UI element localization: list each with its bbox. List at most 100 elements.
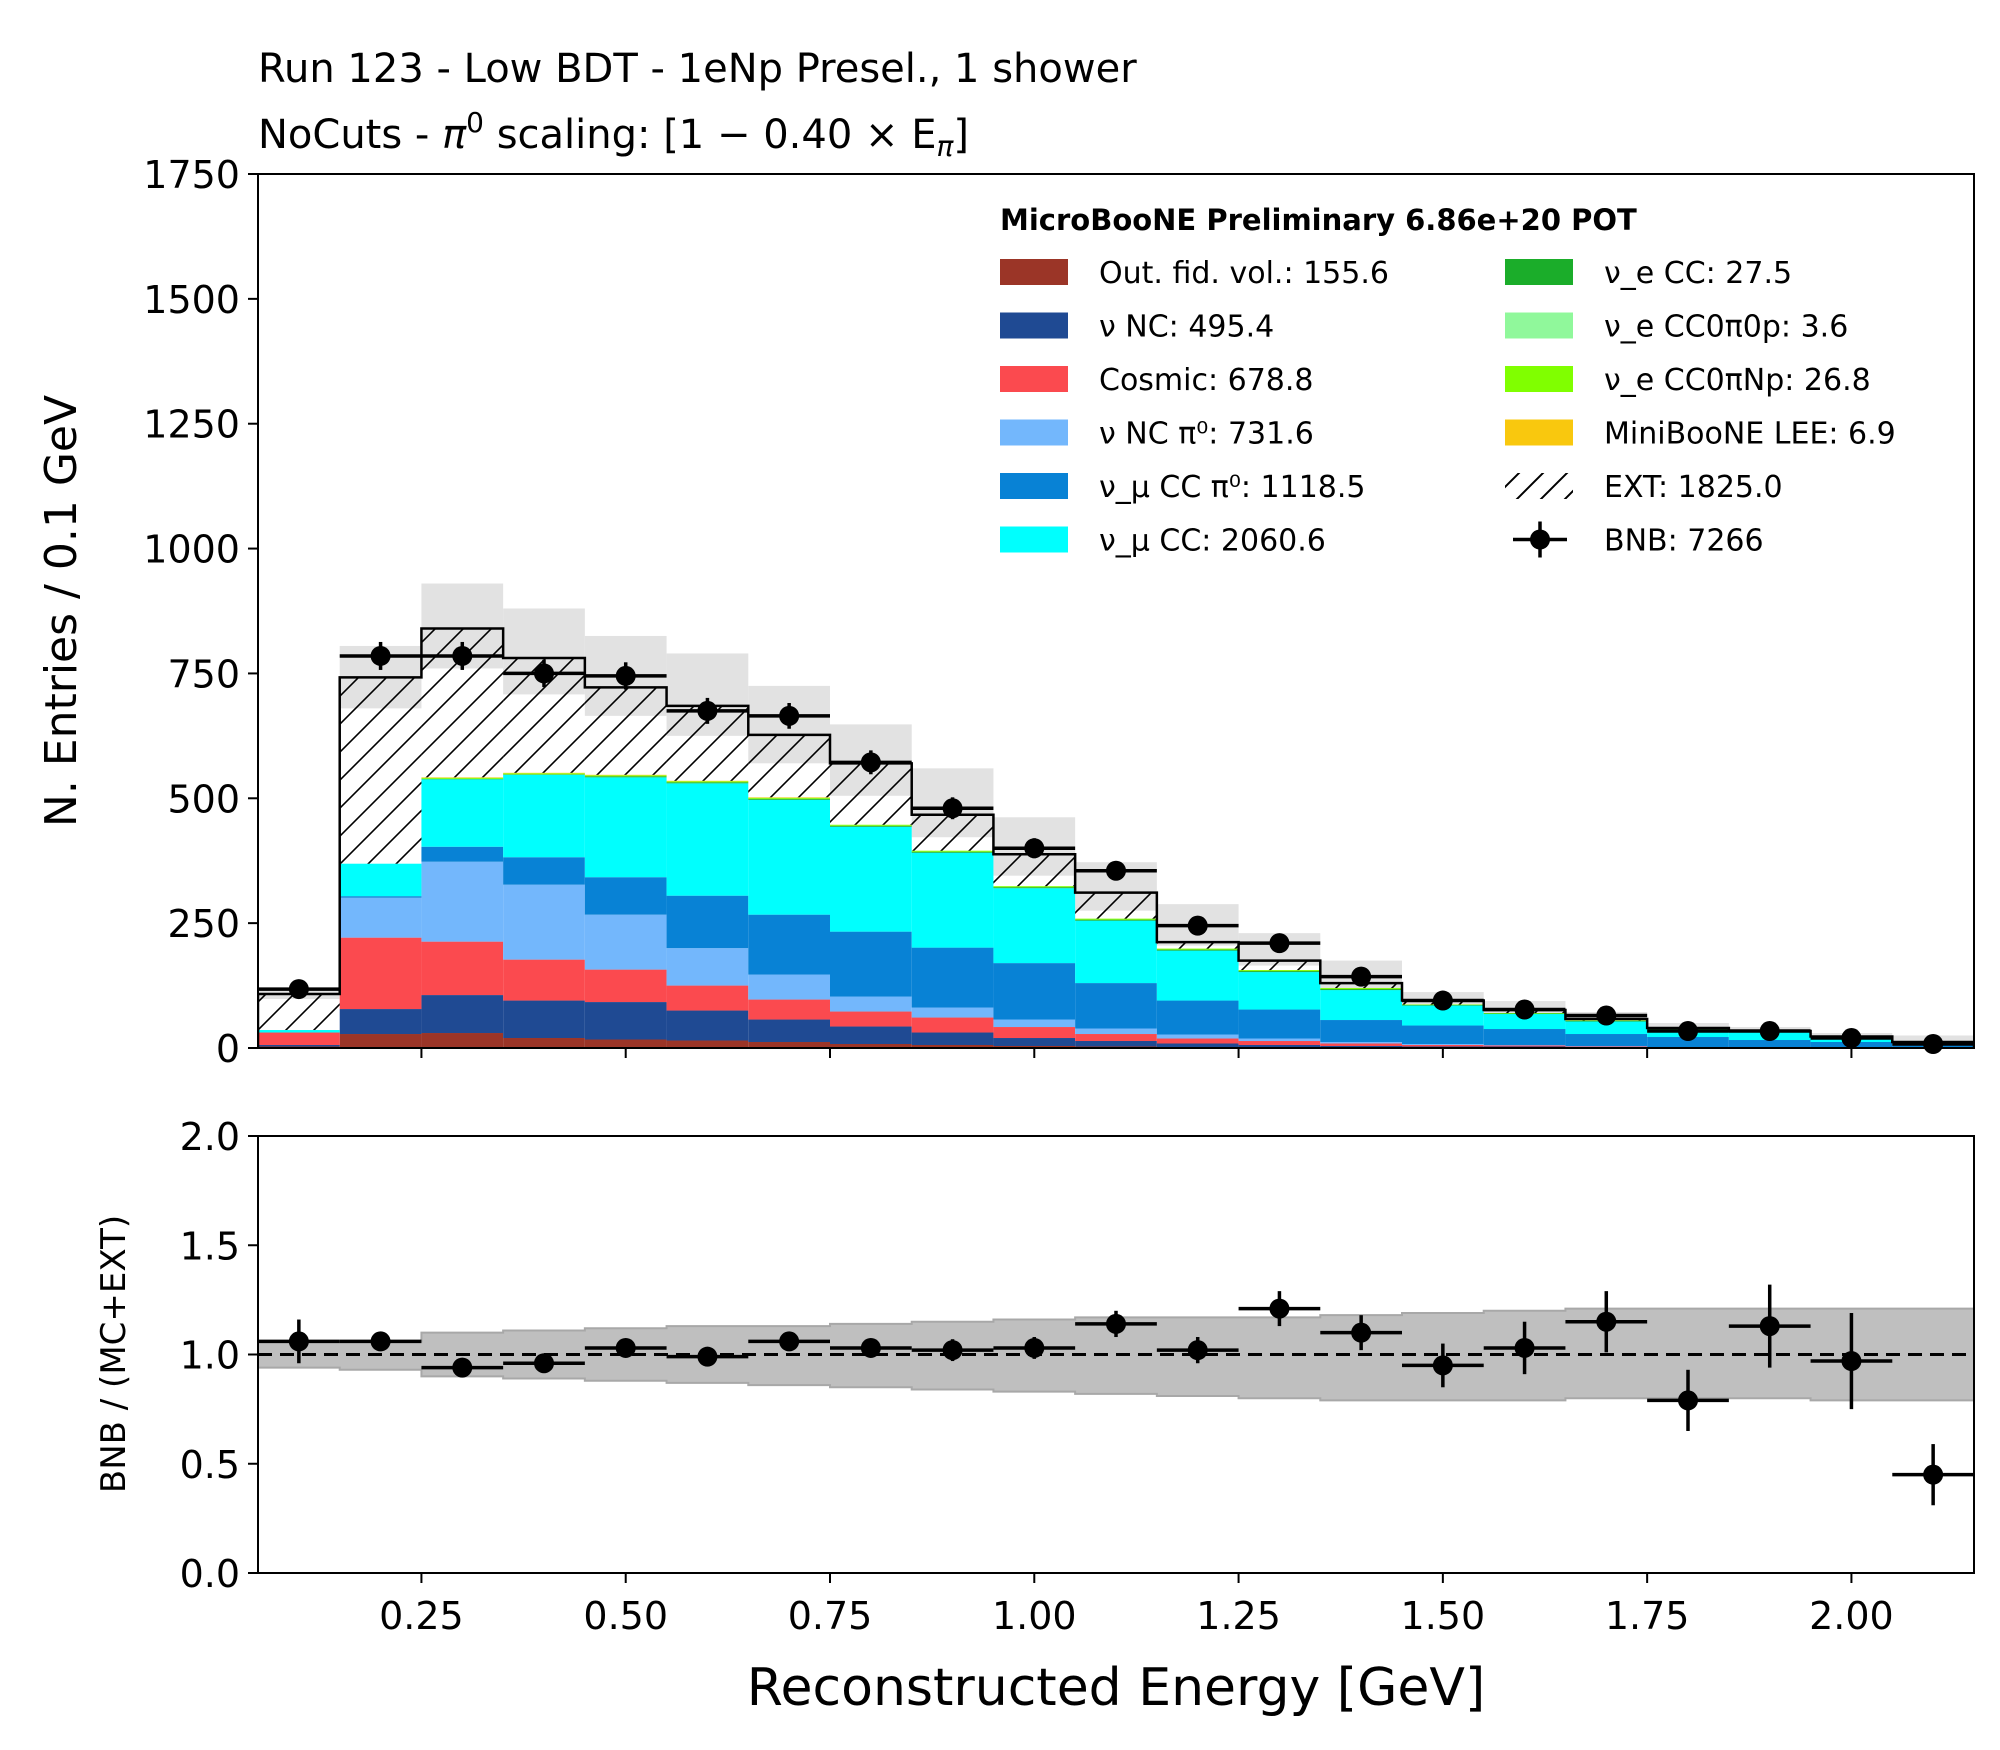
ratio-point (1432, 1355, 1453, 1376)
legend-item: EXT: 1825.0 (1505, 470, 1783, 505)
x-tick-label: 0.25 (379, 1594, 464, 1638)
stack-bar (911, 850, 994, 852)
legend-item: ν_μ CC: 2060.6 (1000, 524, 1326, 559)
legend-label: ν NC: 495.4 (1099, 310, 1274, 345)
stack-bar (1728, 1040, 1811, 1048)
stack-bar (1075, 1028, 1157, 1035)
stack-bar (421, 1033, 504, 1048)
ratio-point (779, 1331, 800, 1352)
title-subscript: π (936, 130, 954, 163)
stack-bar (1238, 1038, 1321, 1042)
figure-title: Run 123 - Low BDT - 1eNp Presel., 1 show… (258, 46, 1137, 163)
data-point (1678, 1021, 1698, 1042)
data-point (1269, 933, 1290, 954)
ratio-data-points (258, 1284, 1974, 1506)
legend-swatch (1505, 366, 1573, 392)
stack-bar (748, 797, 830, 799)
stack-bar (993, 963, 1076, 1020)
x-axis-label: Reconstructed Energy [GeV] (747, 1658, 1486, 1718)
stack-bar (1483, 1045, 1566, 1047)
stack-bar (1483, 1029, 1566, 1046)
stack-bar (1483, 1014, 1566, 1030)
data-point (1923, 1034, 1944, 1055)
legend-swatch (1000, 526, 1068, 553)
stack-bar (911, 814, 994, 851)
data-point (370, 645, 391, 666)
stack-bar (993, 1019, 1076, 1028)
stack-bar (421, 777, 504, 779)
ratio-point (1759, 1316, 1780, 1337)
stack-bar (503, 774, 585, 858)
legend-item: Out. fid. vol.: 155.6 (1000, 256, 1389, 291)
ratio-point (1923, 1464, 1944, 1485)
stack-bar (503, 1000, 585, 1039)
stack-bar (339, 1009, 422, 1035)
stack-bar (503, 884, 585, 960)
stack-bar (666, 1040, 749, 1048)
x-tick-label: 1.00 (992, 1594, 1077, 1638)
data-point (615, 665, 636, 686)
stack-bar (421, 995, 504, 1034)
data-point (1432, 990, 1453, 1011)
total-step-outline (258, 627, 1974, 1048)
stack-bar (1320, 1043, 1402, 1047)
legend: MicroBooNE Preliminary 6.86e+20 POT Out.… (1000, 203, 1896, 559)
title-close: ] (953, 112, 969, 158)
ratio-y-tick-label: 0.0 (180, 1552, 240, 1596)
x-tick-label: 1.25 (1196, 1594, 1281, 1638)
stack-bar (584, 776, 667, 778)
stack-bar (1320, 990, 1402, 1021)
main-y-axis-label: N. Entries / 0.1 GeV (36, 395, 87, 827)
stack-bar (830, 931, 912, 997)
legend-label: ν NC π⁰: 731.6 (1099, 417, 1314, 452)
stack-bar (830, 996, 912, 1012)
ratio-point (942, 1340, 963, 1361)
main-x-axis-ticks (420, 1048, 1853, 1058)
ratio-point (288, 1331, 309, 1352)
stack-bar (503, 857, 585, 885)
data-point (1759, 1021, 1780, 1042)
stack-bar (830, 826, 912, 932)
stack-bar (584, 914, 667, 970)
stack-bar (748, 914, 830, 975)
data-point (452, 645, 473, 666)
stack-bar (748, 799, 830, 915)
stack-bar (911, 1045, 994, 1048)
ratio-y-tick-label: 0.5 (180, 1443, 240, 1487)
stack-bar (1075, 1041, 1157, 1047)
stack-bar (1156, 1043, 1239, 1048)
stack-bar (584, 777, 667, 878)
data-point (1106, 860, 1126, 881)
stack-bar (748, 1019, 830, 1043)
stack-bar (830, 1026, 912, 1045)
title-line-1: Run 123 - Low BDT - 1eNp Presel., 1 show… (258, 46, 1137, 92)
y-tick-label: 250 (167, 902, 240, 946)
stack-bar (1238, 1045, 1321, 1048)
ratio-point (697, 1346, 718, 1367)
stack-bar (339, 677, 422, 864)
stack-bar (1238, 972, 1321, 1010)
data-point (1514, 999, 1535, 1020)
title-line-2: NoCuts - π0 scaling: [1 − 0.40 × Eπ] (258, 106, 969, 163)
stack-bar (830, 824, 912, 826)
stack-bar (1156, 942, 1239, 949)
legend-item: ν NC: 495.4 (1000, 310, 1274, 345)
stack-bar (911, 1007, 994, 1018)
x-tick-label: 0.75 (788, 1594, 873, 1638)
data-point (1841, 1028, 1862, 1049)
ratio-y-axis-label: BNB / (MC+EXT) (94, 1215, 134, 1493)
legend-label: BNB: 7266 (1604, 524, 1764, 559)
data-point (1351, 966, 1372, 987)
ratio-point (370, 1331, 391, 1352)
data-point (697, 700, 718, 721)
legend-item: ν_μ CC π⁰: 1118.5 (1000, 470, 1366, 505)
ratio-point (615, 1337, 636, 1358)
ratio-y-tick-label: 1.5 (180, 1224, 240, 1268)
stack-bar (1075, 919, 1157, 921)
legend-label: ν_e CC: 27.5 (1604, 256, 1792, 291)
legend-bnb-marker (1530, 529, 1550, 550)
y-tick-label: 1250 (143, 403, 240, 447)
legend-item: ν NC π⁰: 731.6 (1000, 417, 1314, 452)
stack-bar (1320, 1042, 1402, 1044)
stack-bar (748, 798, 830, 800)
